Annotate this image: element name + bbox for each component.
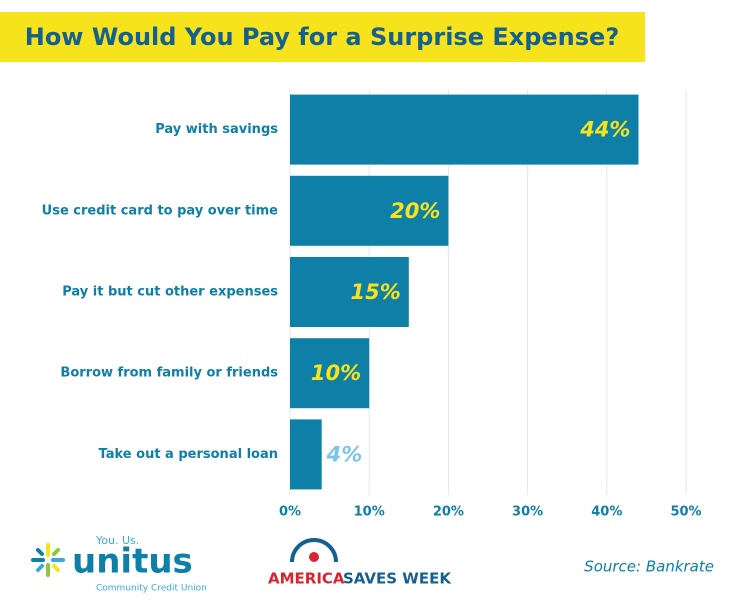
bar xyxy=(290,175,449,246)
y-tick-label: Pay with savings xyxy=(155,122,278,137)
x-tick-label: 0% xyxy=(279,505,301,520)
y-tick-label: Take out a personal loan xyxy=(99,447,278,462)
value-label: 10% xyxy=(311,361,361,385)
x-tick-label: 50% xyxy=(670,505,701,520)
unitus-logo: You. Us. unitus Community Credit Union xyxy=(31,534,207,594)
plot: 0% 10% 20% 30% 40% 50% Pay with savings 44% Use … xyxy=(42,89,702,520)
x-tick-label: 10% xyxy=(354,505,385,520)
x-tick-label: 40% xyxy=(591,505,622,520)
value-label: 20% xyxy=(390,199,440,223)
bar xyxy=(290,419,322,490)
value-label: 4% xyxy=(326,442,363,466)
logo-tagline: You. Us. xyxy=(95,534,139,547)
logo-arch xyxy=(290,538,338,563)
title-band xyxy=(0,12,645,62)
x-tick-label: 20% xyxy=(433,505,464,520)
value-label: 15% xyxy=(351,280,401,304)
source: Source: Bankrate xyxy=(584,558,714,576)
asw-logo: AMERICA SAVES WEEK xyxy=(268,538,452,588)
bar xyxy=(290,94,639,165)
logo-text-2: SAVES WEEK xyxy=(343,570,452,588)
y-tick-label: Borrow from family or friends xyxy=(60,366,278,381)
logo-icon xyxy=(31,543,65,577)
chart-title: How Would You Pay for a Surprise Expense… xyxy=(25,23,620,51)
bar xyxy=(290,338,370,409)
value-label: 44% xyxy=(579,118,630,142)
logo-star xyxy=(309,552,319,562)
bar xyxy=(290,257,409,327)
logo-text-1: AMERICA xyxy=(268,570,345,588)
logo-subtitle: Community Credit Union xyxy=(96,584,207,594)
logo-name: unitus xyxy=(72,542,193,582)
x-tick-label: 30% xyxy=(512,505,543,520)
y-tick-label: Use credit card to pay over time xyxy=(42,203,279,218)
y-tick-label: Pay it but cut other expenses xyxy=(62,285,278,300)
